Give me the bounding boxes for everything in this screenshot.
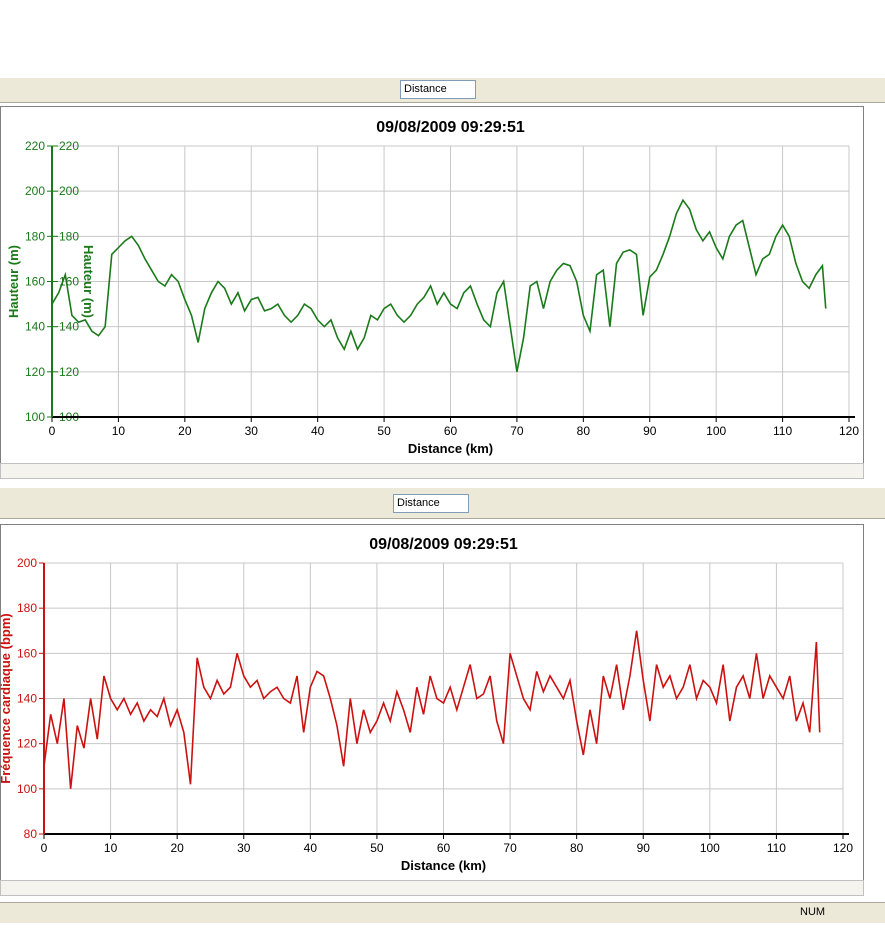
y-tick-label: 180 bbox=[25, 229, 45, 243]
y-tick-label: 100 bbox=[17, 782, 37, 796]
y2-tick-label: 140 bbox=[59, 320, 79, 334]
x-tick-label: 10 bbox=[112, 424, 126, 438]
y-tick-label: 200 bbox=[25, 184, 45, 198]
x-tick-label: 0 bbox=[41, 841, 48, 855]
x-tick-label: 120 bbox=[839, 424, 859, 438]
y-axis-label: Fréquence cardiaque (bpm) bbox=[0, 613, 13, 783]
data-line bbox=[51, 198, 827, 372]
chart-title: 09/08/2009 09:29:51 bbox=[376, 119, 525, 136]
x-tick-label: 110 bbox=[767, 841, 786, 855]
y-tick-label: 120 bbox=[17, 737, 37, 751]
y-tick-label: 160 bbox=[17, 646, 37, 660]
y-tick-label: 160 bbox=[25, 275, 45, 289]
x-tick-label: 30 bbox=[245, 424, 259, 438]
y-tick-label: 140 bbox=[17, 692, 37, 706]
y2-tick-label: 120 bbox=[59, 365, 79, 379]
x-tick-label: 40 bbox=[311, 424, 325, 438]
selector[interactable]: Distance bbox=[393, 494, 469, 513]
y-tick-label: 200 bbox=[17, 556, 37, 570]
y2-tick-label: 220 bbox=[59, 139, 79, 153]
y-tick-label: 80 bbox=[24, 827, 38, 841]
x-tick-label: 70 bbox=[510, 424, 524, 438]
x-tick-label: 20 bbox=[170, 841, 184, 855]
x-tick-label: 60 bbox=[444, 424, 458, 438]
x-tick-label: 60 bbox=[437, 841, 451, 855]
y-tick-label: 180 bbox=[17, 601, 37, 615]
x-tick-label: 80 bbox=[577, 424, 591, 438]
chart-panel bbox=[0, 106, 864, 464]
x-tick-label: 40 bbox=[304, 841, 318, 855]
y2-tick-label: 180 bbox=[59, 229, 79, 243]
y2-axis-label: Hauteur (m) bbox=[81, 245, 96, 318]
x-tick-label: 120 bbox=[833, 841, 853, 855]
x-tick-label: 50 bbox=[377, 424, 391, 438]
data-line bbox=[43, 630, 821, 789]
chart-panel bbox=[0, 524, 864, 881]
selector[interactable]: Distance bbox=[400, 80, 476, 99]
y-tick-label: 120 bbox=[25, 365, 45, 379]
x-tick-label: 20 bbox=[178, 424, 192, 438]
y-tick-label: 220 bbox=[25, 139, 45, 153]
x-tick-label: 0 bbox=[49, 424, 56, 438]
y-tick-label: 100 bbox=[25, 410, 45, 424]
status-indicator: NUM bbox=[800, 906, 826, 918]
x-tick-label: 90 bbox=[637, 841, 651, 855]
y-tick-label: 140 bbox=[25, 320, 45, 334]
chart-title: 09/08/2009 09:29:51 bbox=[369, 536, 518, 553]
scrollbar[interactable] bbox=[0, 880, 864, 896]
x-tick-label: 50 bbox=[370, 841, 384, 855]
x-tick-label: 110 bbox=[773, 424, 792, 438]
x-tick-label: 70 bbox=[503, 841, 517, 855]
x-tick-label: 100 bbox=[706, 424, 726, 438]
toolbar: Distance bbox=[0, 488, 885, 519]
y2-tick-label: 200 bbox=[59, 184, 79, 198]
x-axis-label: Distance (km) bbox=[401, 858, 486, 873]
y-axis-label: Hauteur (m) bbox=[6, 245, 21, 318]
scrollbar[interactable] bbox=[0, 463, 864, 479]
toolbar: Distance bbox=[0, 78, 885, 103]
x-tick-label: 30 bbox=[237, 841, 251, 855]
x-tick-label: 10 bbox=[104, 841, 118, 855]
x-tick-label: 90 bbox=[643, 424, 657, 438]
status-bar: NUM bbox=[0, 902, 885, 923]
x-tick-label: 80 bbox=[570, 841, 584, 855]
x-axis-label: Distance (km) bbox=[408, 441, 493, 456]
x-tick-label: 100 bbox=[700, 841, 720, 855]
